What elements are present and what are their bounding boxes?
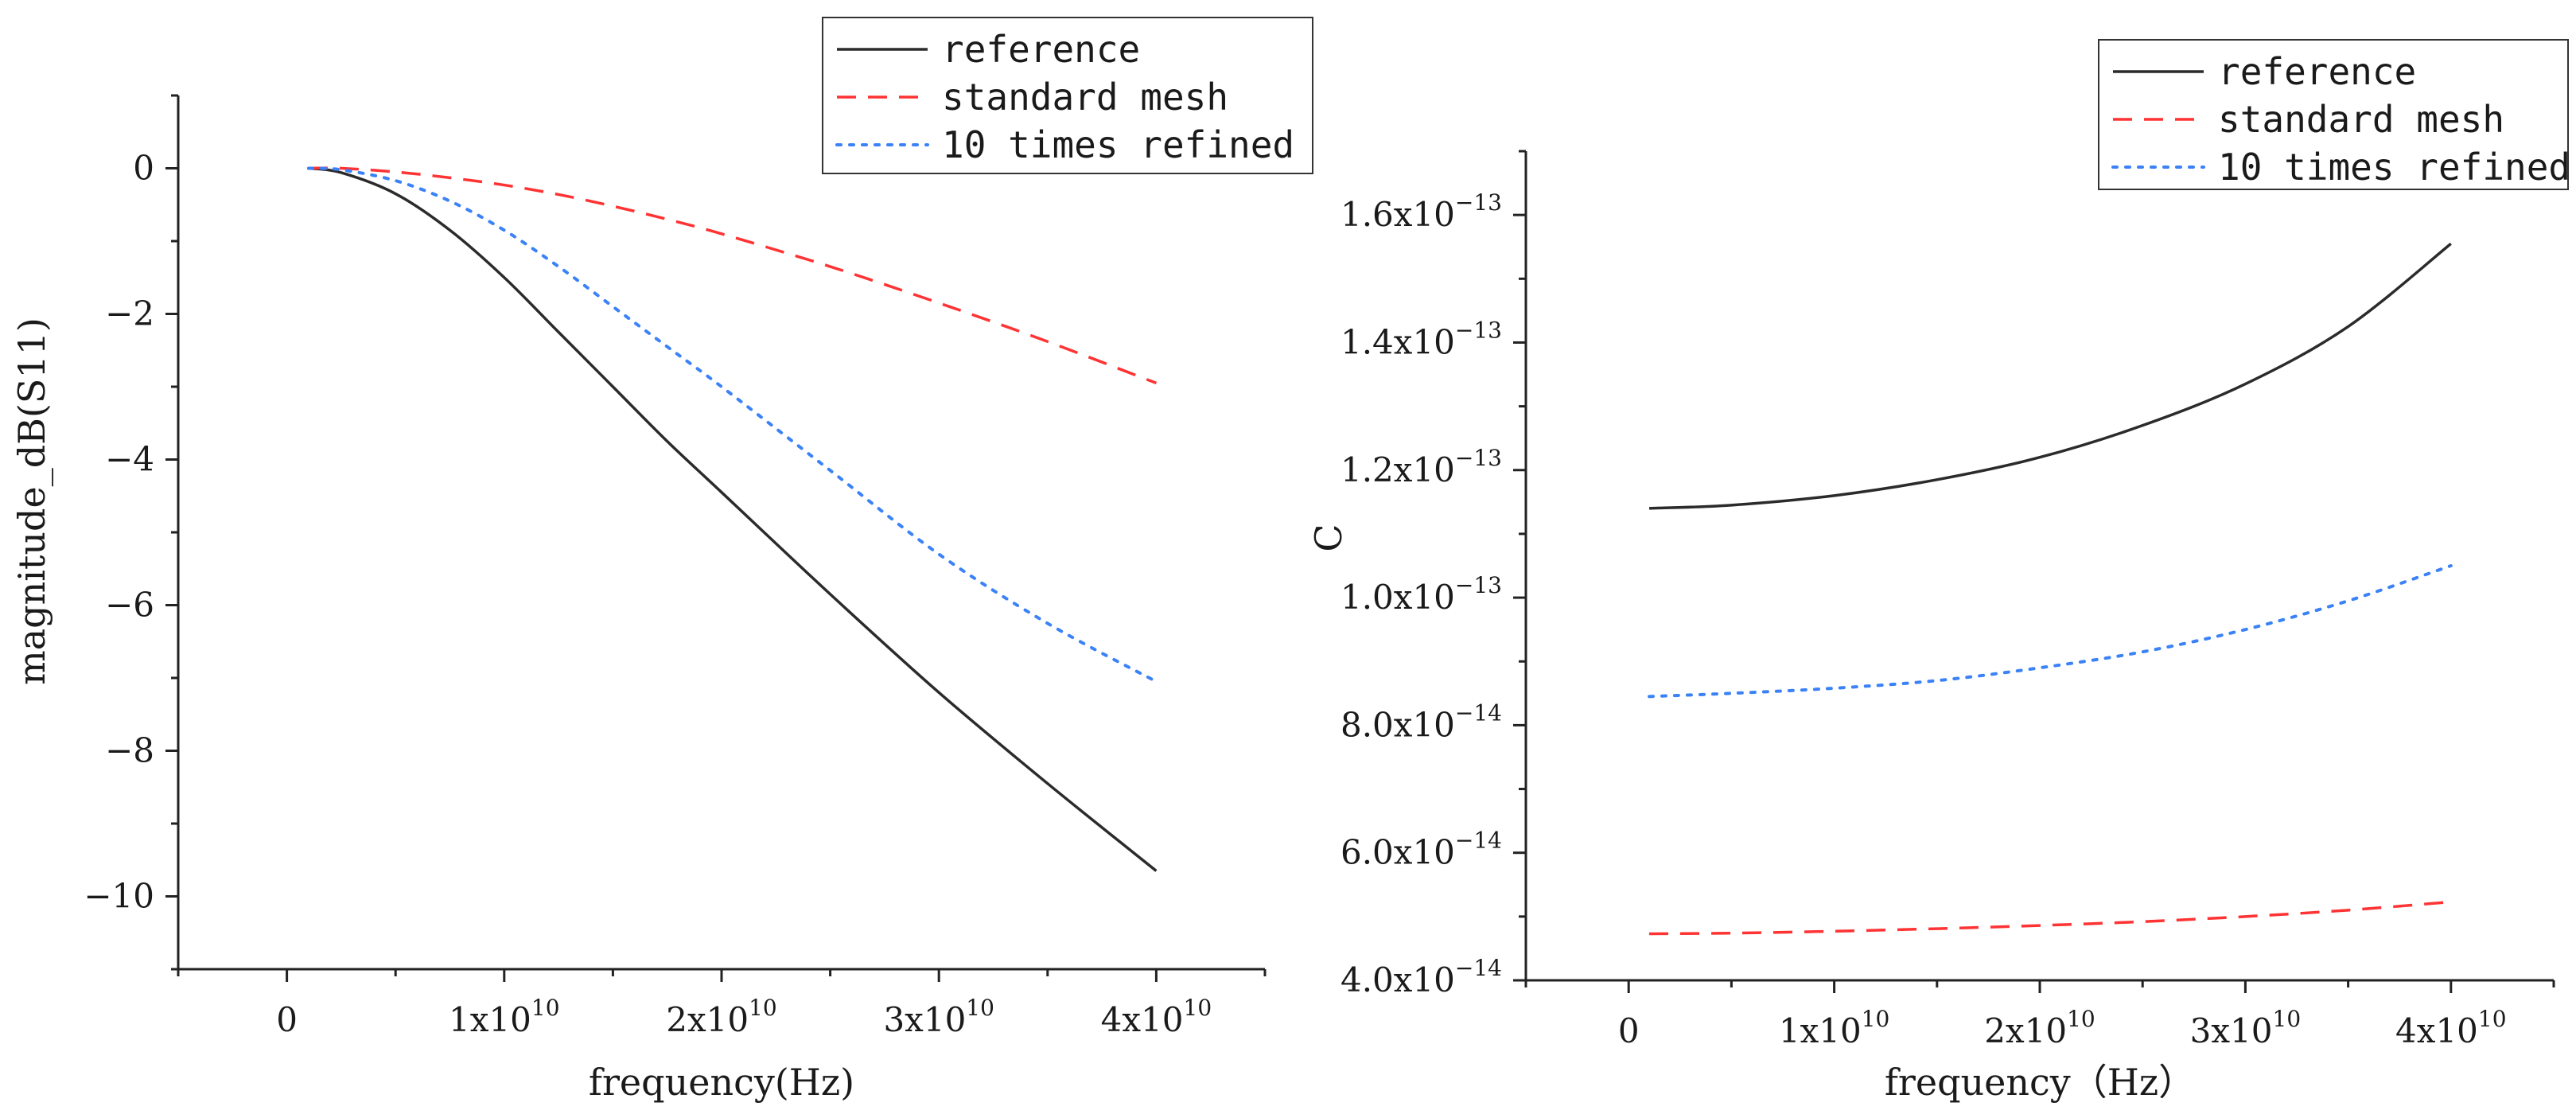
series-line-2 bbox=[309, 169, 1156, 682]
y-tick-label: −4 bbox=[105, 440, 154, 479]
x-tick-label: 3x1010 bbox=[883, 995, 994, 1039]
series-line-1 bbox=[1649, 902, 2451, 933]
figure-canvas: 0 1x1010 2x1010 3x1010 4x1010 0 −2 −4 −6 −8 −10 fre… bbox=[0, 0, 2576, 1114]
y-tick-label: 8.0x10−14 bbox=[1341, 699, 1502, 744]
chart-capacitance: 0 1x1010 2x1010 3x1010 4x1010 4.0x10−14 6.0x10… bbox=[1307, 40, 2570, 1104]
y-axis-title: magnitude_dB(S11) bbox=[10, 317, 53, 685]
legend-label-0: reference bbox=[2218, 50, 2416, 93]
series-line-2 bbox=[1649, 566, 2451, 696]
x-tick-label: 0 bbox=[276, 1000, 298, 1039]
chart-s11-magnitude: 0 1x1010 2x1010 3x1010 4x1010 0 −2 −4 −6 −8 −10 fre… bbox=[10, 18, 1313, 1104]
legend: reference standard mesh 10 times refined bbox=[2099, 40, 2570, 189]
series-line-0 bbox=[309, 169, 1156, 871]
x-tick-label: 1x1010 bbox=[1779, 1006, 1890, 1050]
x-tick-label: 1x1010 bbox=[449, 995, 560, 1039]
legend-label-0: reference bbox=[942, 28, 1140, 71]
legend-label-2: 10 times refined bbox=[2218, 146, 2570, 189]
legend-label-2: 10 times refined bbox=[942, 123, 1294, 166]
x-axis-title: frequency（Hz） bbox=[1885, 1061, 2195, 1104]
y-tick-label: 1.6x10−13 bbox=[1341, 189, 1502, 234]
y-tick-label: −8 bbox=[105, 731, 154, 770]
y-tick-label: 6.0x10−14 bbox=[1341, 828, 1502, 872]
legend-label-1: standard mesh bbox=[942, 76, 1228, 119]
y-tick-label: 1.4x10−13 bbox=[1341, 317, 1502, 361]
series-line-0 bbox=[1649, 243, 2451, 508]
x-tick-label: 2x1010 bbox=[1984, 1006, 2095, 1050]
y-tick-label: 4.0x10−14 bbox=[1341, 955, 1502, 999]
legend-label-1: standard mesh bbox=[2218, 98, 2504, 141]
x-tick-label: 4x1010 bbox=[2395, 1006, 2507, 1050]
x-tick-label: 2x1010 bbox=[666, 995, 777, 1039]
y-tick-label: −10 bbox=[84, 877, 154, 916]
y-tick-label: 1.0x10−13 bbox=[1341, 572, 1502, 617]
y-tick-label: 1.2x10−13 bbox=[1341, 445, 1502, 489]
y-tick-label: −6 bbox=[105, 586, 154, 625]
y-tick-label: 0 bbox=[133, 149, 154, 188]
y-axis-title: C bbox=[1307, 524, 1350, 551]
x-tick-label: 4x1010 bbox=[1101, 995, 1212, 1039]
x-axis-title: frequency(Hz) bbox=[589, 1061, 854, 1104]
series-line-1 bbox=[309, 168, 1156, 383]
y-tick-label: −2 bbox=[105, 294, 154, 333]
x-tick-label: 3x1010 bbox=[2190, 1006, 2302, 1050]
x-tick-label: 0 bbox=[1618, 1011, 1640, 1050]
